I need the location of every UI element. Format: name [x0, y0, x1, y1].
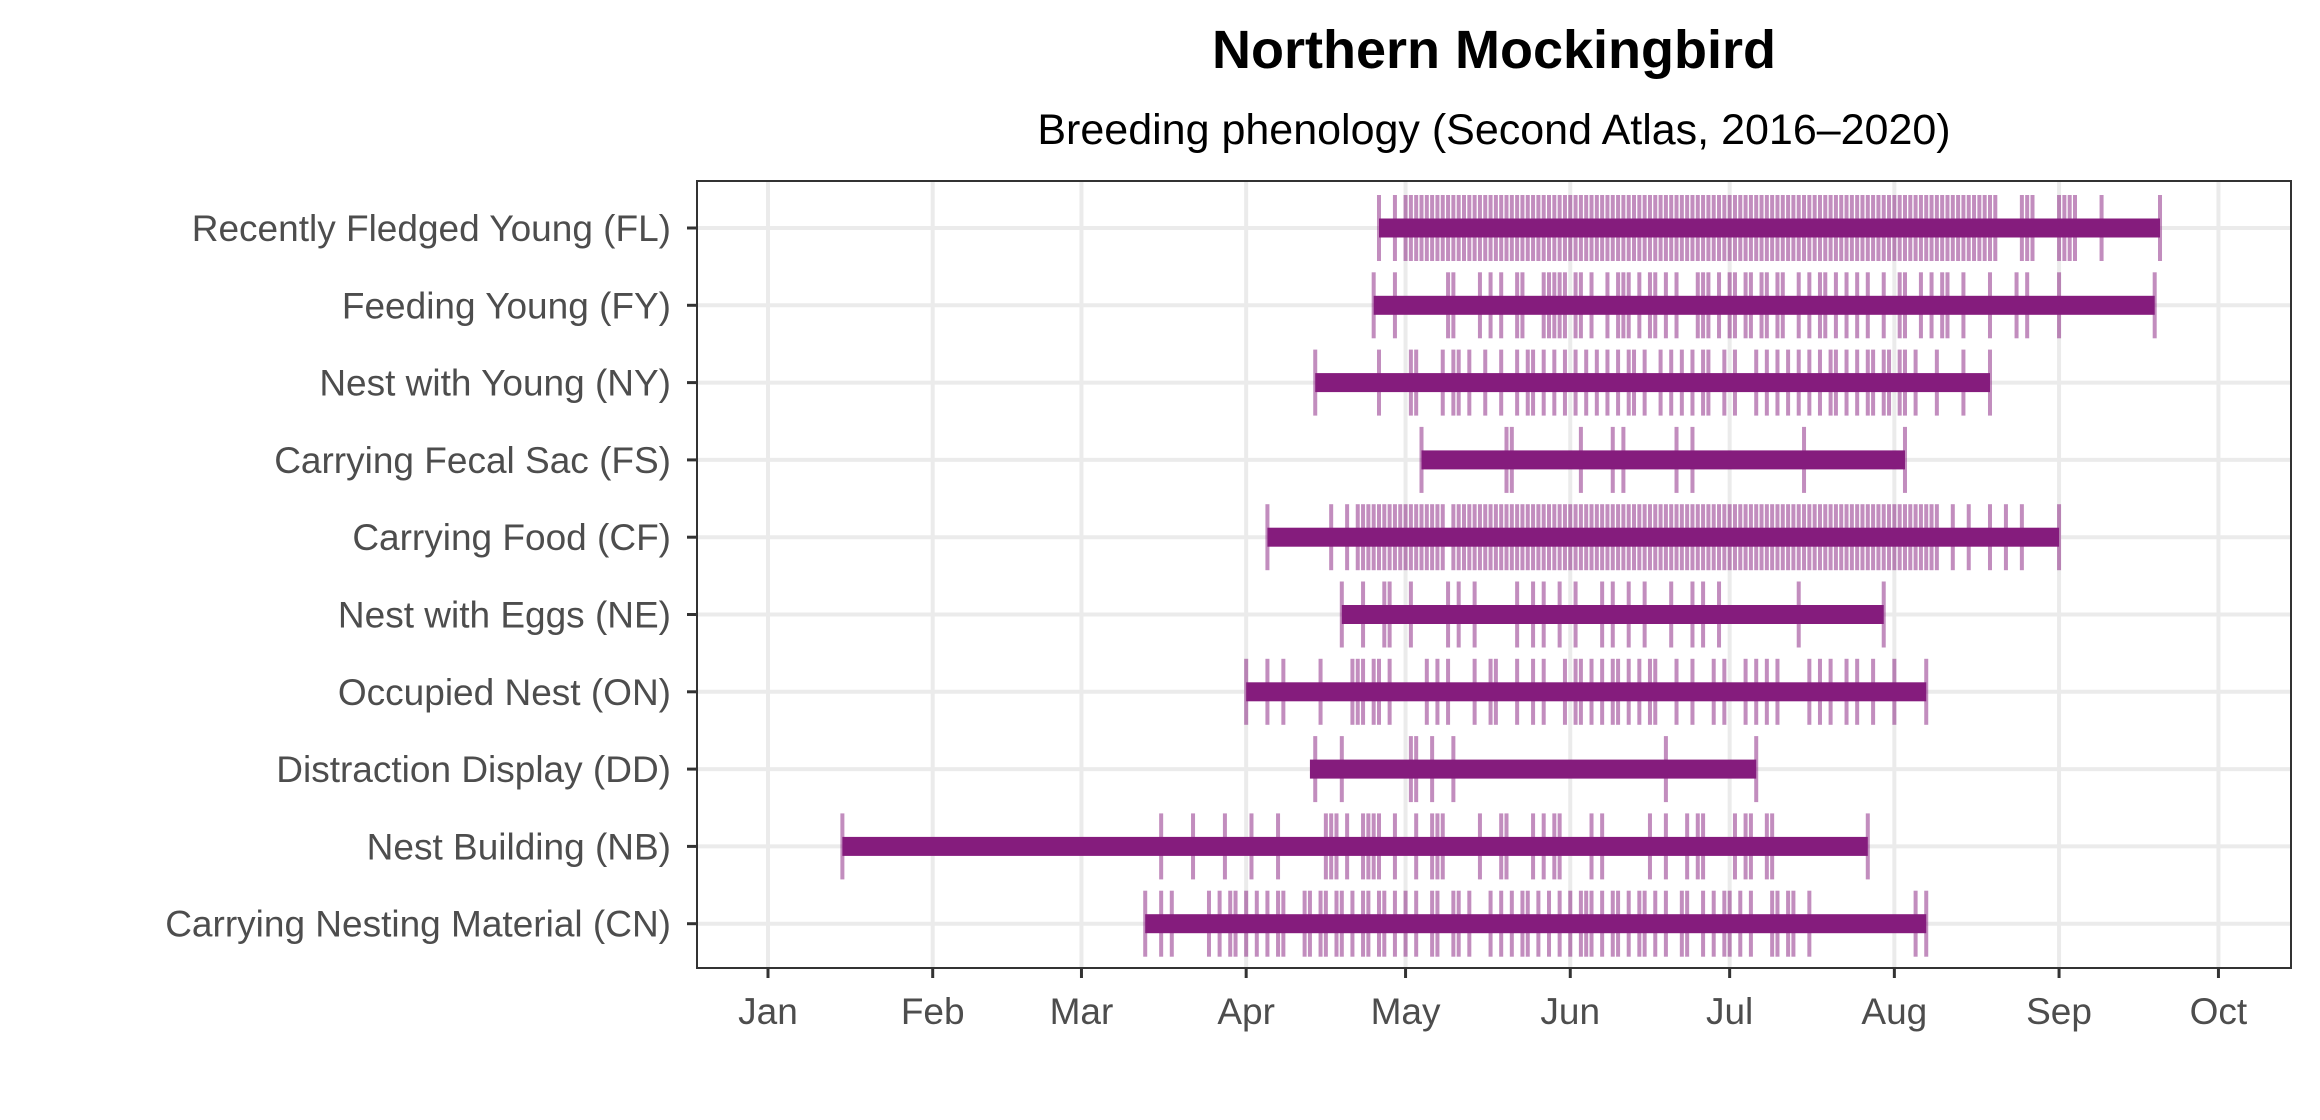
- range-bar: [842, 836, 1868, 856]
- x-tick-label: Jan: [738, 991, 798, 1032]
- y-axis: Recently Fledged Young (FL) Feeding Young…: [165, 208, 697, 945]
- x-tick-label: Mar: [1050, 991, 1114, 1032]
- x-tick-label: Aug: [1861, 991, 1927, 1032]
- x-tick-label: Jul: [1706, 991, 1753, 1032]
- y-tick-label: Feeding Young (FY): [342, 285, 671, 326]
- y-tick-label: Nest with Eggs (NE): [338, 595, 671, 636]
- x-tick-label: Sep: [2026, 991, 2092, 1032]
- range-bar: [1309, 759, 1757, 779]
- x-tick-label: May: [1371, 991, 1441, 1032]
- x-tick-label: Apr: [1217, 991, 1275, 1032]
- y-tick-label: Occupied Nest (ON): [338, 672, 671, 713]
- range-bar: [1421, 450, 1905, 470]
- y-tick-label: Carrying Food (CF): [352, 517, 671, 558]
- range-bar: [1246, 682, 1927, 702]
- x-tick-label: Jun: [1540, 991, 1600, 1032]
- y-tick-label: Carrying Fecal Sac (FS): [274, 440, 671, 481]
- y-tick-label: Nest with Young (NY): [319, 363, 671, 404]
- observation-tick: [2158, 195, 2163, 261]
- chart-title: Northern Mockingbird: [1212, 20, 1776, 80]
- range-bar: [1267, 527, 2060, 547]
- x-tick-label: Feb: [901, 991, 965, 1032]
- range-bar: [1145, 914, 1927, 934]
- y-tick-label: Distraction Display (DD): [276, 749, 671, 790]
- observation-tick: [2152, 272, 2157, 339]
- x-axis: Jan Feb Mar Apr May Jun Jul Aug Sep Oct: [738, 968, 2248, 1032]
- range-bar: [1373, 295, 2155, 315]
- chart-subtitle: Breeding phenology (Second Atlas, 2016–2…: [1037, 106, 1950, 154]
- y-tick-label: Carrying Nesting Material (CN): [165, 904, 671, 945]
- y-tick-label: Recently Fledged Young (FL): [192, 208, 671, 249]
- range-bar: [1341, 605, 1884, 624]
- range-bar: [1378, 218, 2161, 238]
- x-tick-label: Oct: [2190, 991, 2248, 1032]
- range-bars: [842, 218, 2161, 934]
- y-tick-label: Nest Building (NB): [367, 826, 671, 867]
- plot-panel-border: [696, 180, 2292, 969]
- range-bar: [1315, 373, 1990, 393]
